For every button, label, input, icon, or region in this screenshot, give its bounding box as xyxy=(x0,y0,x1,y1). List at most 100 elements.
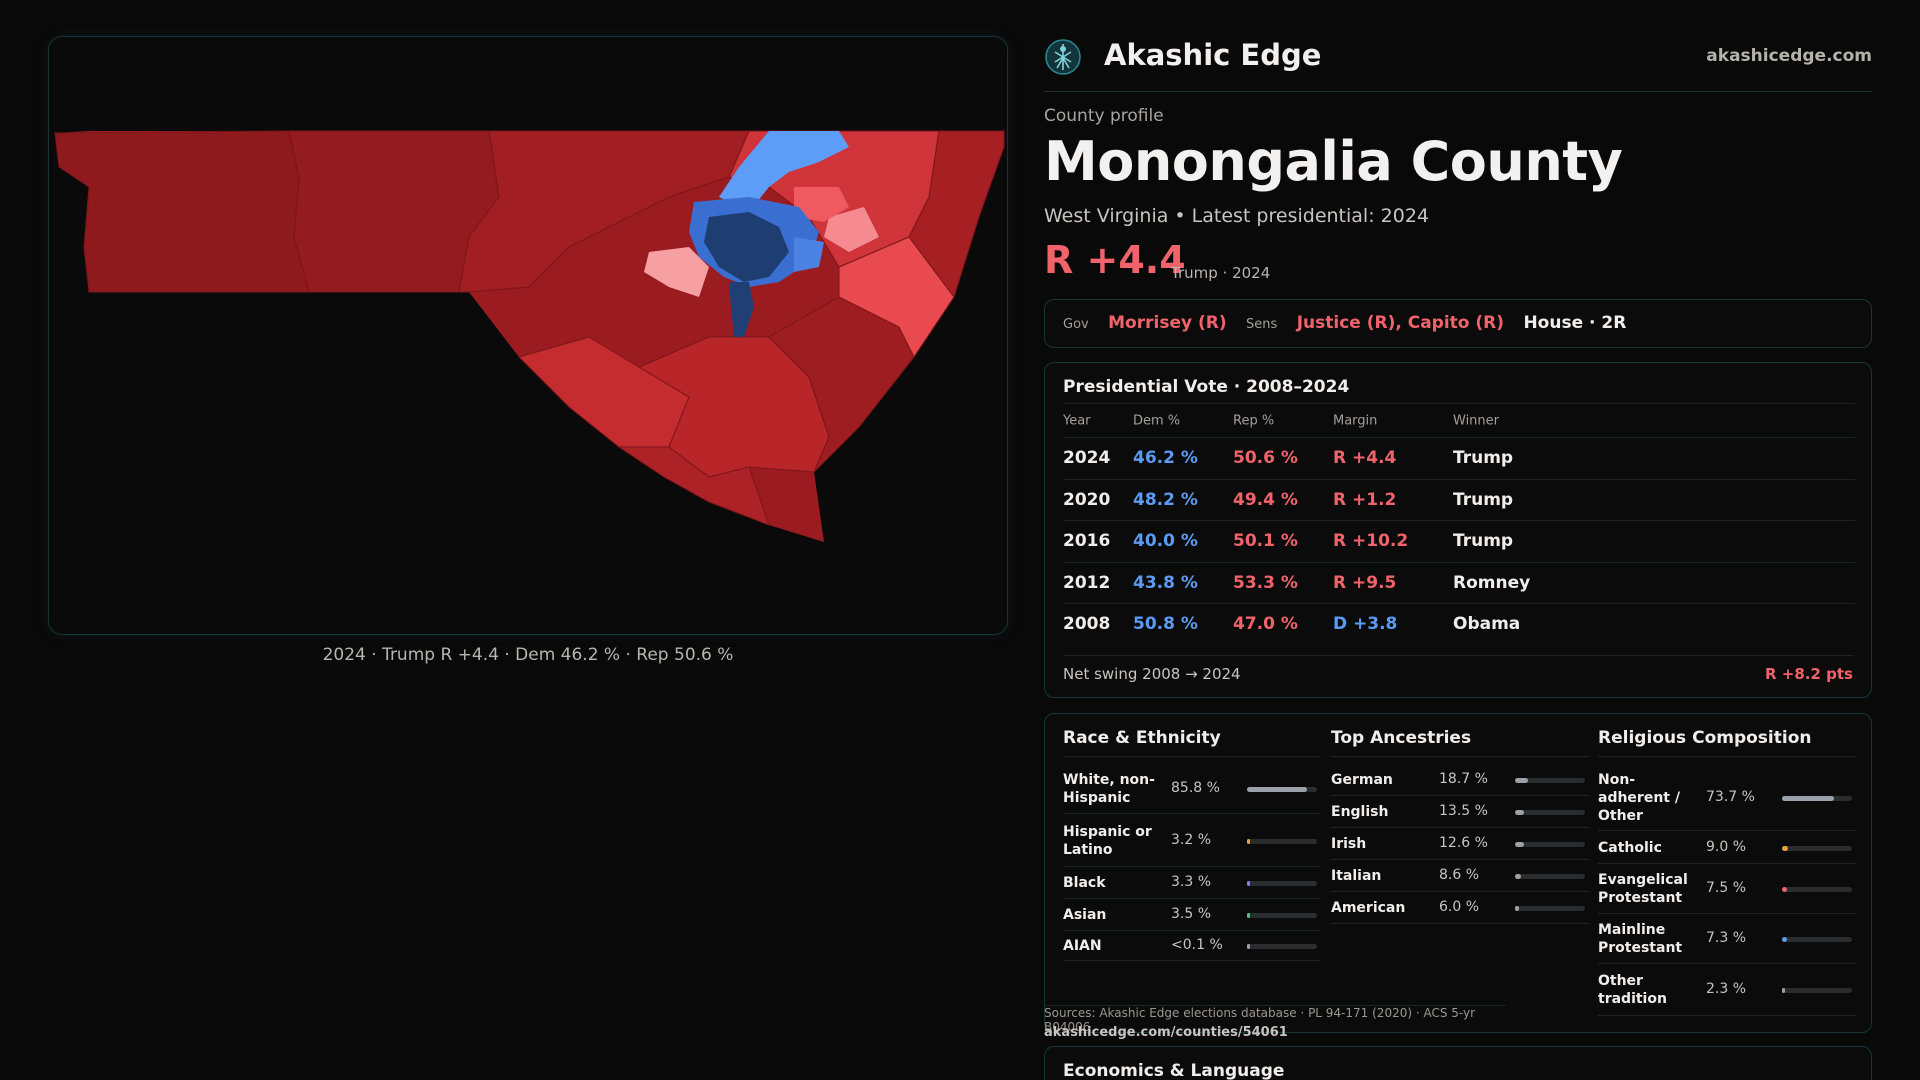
map-region-pink-west xyxy=(644,247,709,297)
list-item-bar xyxy=(1247,787,1317,792)
house-delegation: House · 2R xyxy=(1523,313,1627,333)
map-region-west xyxy=(54,130,310,293)
list-item-value: <0.1 % xyxy=(1171,937,1223,953)
list-item: Asian 3.5 % xyxy=(1063,899,1321,931)
table-row[interactable]: 2008 50.8 % 47.0 % D +3.8 Obama xyxy=(1063,603,1855,645)
brand-name[interactable]: Akashic Edge xyxy=(1104,38,1322,72)
list-item-label: Catholic xyxy=(1598,839,1662,856)
list-item-bar-fill xyxy=(1782,988,1785,993)
site-link[interactable]: akashicedge.com xyxy=(1706,46,1872,66)
net-swing-label: Net swing 2008 → 2024 xyxy=(1063,665,1241,683)
list-item-bar-fill xyxy=(1782,795,1834,801)
list-item-value: 12.6 % xyxy=(1439,835,1488,851)
row-winner: Romney xyxy=(1453,572,1531,593)
list-item: American 6.0 % xyxy=(1331,892,1589,924)
list-item-label: Non-adherent / Other xyxy=(1598,771,1680,824)
precinct-map[interactable] xyxy=(49,37,1008,635)
header-dem: Dem % xyxy=(1133,413,1181,428)
map-region-pink-east xyxy=(824,207,879,252)
row-year: 2016 xyxy=(1063,531,1111,552)
table-row[interactable]: 2016 40.0 % 50.1 % R +10.2 Trump xyxy=(1063,520,1855,562)
presidential-vote-table: Year Dem % Rep % Margin Winner 2024 46.2… xyxy=(1063,403,1855,645)
table-row[interactable]: 2012 43.8 % 53.3 % R +9.5 Romney xyxy=(1063,561,1855,604)
net-swing-value: R +8.2 pts xyxy=(1765,665,1853,683)
list-item-value: 85.8 % xyxy=(1171,780,1220,796)
list-item: German 18.7 % xyxy=(1331,764,1589,796)
officials-row: Gov Morrisey (R) Sens Justice (R), Capit… xyxy=(1063,313,1640,333)
list-item-bar-fill xyxy=(1247,787,1308,792)
list-item-bar xyxy=(1515,842,1585,847)
list-item-bar-fill xyxy=(1247,881,1250,886)
list-item-label: White, non-Hispanic xyxy=(1063,772,1155,806)
header-year: Year xyxy=(1063,413,1091,428)
list-item-bar-fill xyxy=(1515,810,1525,815)
sources-link[interactable]: akashicedge.com/counties/54061 xyxy=(1044,1025,1288,1040)
list-item-bar xyxy=(1782,845,1852,851)
map-region-salmon xyxy=(794,187,849,222)
row-dem: 46.2 % xyxy=(1133,448,1198,469)
row-year: 2012 xyxy=(1063,572,1111,593)
list-item-bar xyxy=(1247,881,1317,886)
list-item-bar xyxy=(1782,937,1852,942)
list-item-label: Evangelical Protestant xyxy=(1598,872,1688,906)
religion-title: Religious Composition xyxy=(1598,728,1856,757)
list-item-bar xyxy=(1247,913,1317,918)
list-item-label: AIAN xyxy=(1063,938,1102,954)
net-swing-row: Net swing 2008 → 2024 R +8.2 pts xyxy=(1063,655,1853,685)
row-year: 2020 xyxy=(1063,489,1111,510)
list-item: Other tradition 2.3 % xyxy=(1598,964,1856,1016)
list-item: White, non-Hispanic 85.8 % xyxy=(1063,764,1321,814)
list-item-value: 7.5 % xyxy=(1706,880,1747,896)
table-row[interactable]: 2024 46.2 % 50.6 % R +4.4 Trump xyxy=(1063,437,1855,479)
row-winner: Trump xyxy=(1453,531,1514,552)
gov-key: Gov xyxy=(1063,317,1089,332)
list-item-bar xyxy=(1782,887,1852,892)
row-dem: 48.2 % xyxy=(1133,489,1198,510)
list-item-label: Mainline Protestant xyxy=(1598,922,1683,956)
list-item-bar-fill xyxy=(1515,778,1529,783)
header-margin: Margin xyxy=(1333,413,1378,428)
page-title: Monongalia County xyxy=(1044,130,1623,193)
row-rep: 53.3 % xyxy=(1233,572,1298,593)
list-item-bar xyxy=(1782,988,1852,993)
profile-kicker: County profile xyxy=(1044,106,1164,126)
row-rep: 50.1 % xyxy=(1233,531,1298,552)
list-item-label: English xyxy=(1331,804,1389,820)
akashic-logo-icon[interactable] xyxy=(1044,38,1082,76)
list-item-label: American xyxy=(1331,900,1406,916)
list-item-value: 3.3 % xyxy=(1171,874,1212,890)
list-item-bar xyxy=(1515,810,1585,815)
list-item: Italian 8.6 % xyxy=(1331,860,1589,892)
list-item-value: 3.5 % xyxy=(1171,906,1212,922)
list-item-label: Asian xyxy=(1063,907,1107,923)
map-region-navy-core xyxy=(704,212,789,282)
list-item-bar-fill xyxy=(1247,838,1250,844)
row-rep: 50.6 % xyxy=(1233,448,1298,469)
row-dem: 43.8 % xyxy=(1133,572,1198,593)
list-item: Black 3.3 % xyxy=(1063,867,1321,899)
row-dem: 40.0 % xyxy=(1133,531,1198,552)
county-map[interactable] xyxy=(48,36,1008,635)
list-item: Hispanic or Latino 3.2 % xyxy=(1063,814,1321,867)
row-winner: Obama xyxy=(1453,614,1521,635)
page-subtitle: West Virginia • Latest presidential: 202… xyxy=(1044,205,1429,227)
presidential-vote-title: Presidential Vote · 2008–2024 xyxy=(1063,377,1350,397)
economics-title: Economics & Language xyxy=(1063,1061,1285,1080)
list-item-value: 8.6 % xyxy=(1439,867,1480,883)
list-item-bar-fill xyxy=(1515,842,1524,847)
table-row[interactable]: 2020 48.2 % 49.4 % R +1.2 Trump xyxy=(1063,478,1855,521)
row-margin: R +9.5 xyxy=(1333,572,1397,593)
list-item: English 13.5 % xyxy=(1331,796,1589,828)
list-item-bar-fill xyxy=(1247,944,1250,949)
row-year: 2024 xyxy=(1063,448,1111,469)
list-item: Non-adherent / Other 73.7 % xyxy=(1598,764,1856,831)
list-item-value: 9.0 % xyxy=(1706,838,1747,855)
latest-margin-note: Trump · 2024 xyxy=(1171,264,1271,282)
sources-note: Sources: Akashic Edge elections database… xyxy=(1044,1005,1506,1034)
table-header-row: Year Dem % Rep % Margin Winner xyxy=(1063,403,1855,437)
list-item-value: 6.0 % xyxy=(1439,899,1480,915)
list-item-bar-fill xyxy=(1515,874,1522,879)
demographics-card: Race & Ethnicity White, non-Hispanic 85.8… xyxy=(1044,713,1872,1033)
ancestries-title: Top Ancestries xyxy=(1331,728,1589,757)
row-margin: R +4.4 xyxy=(1333,448,1397,469)
